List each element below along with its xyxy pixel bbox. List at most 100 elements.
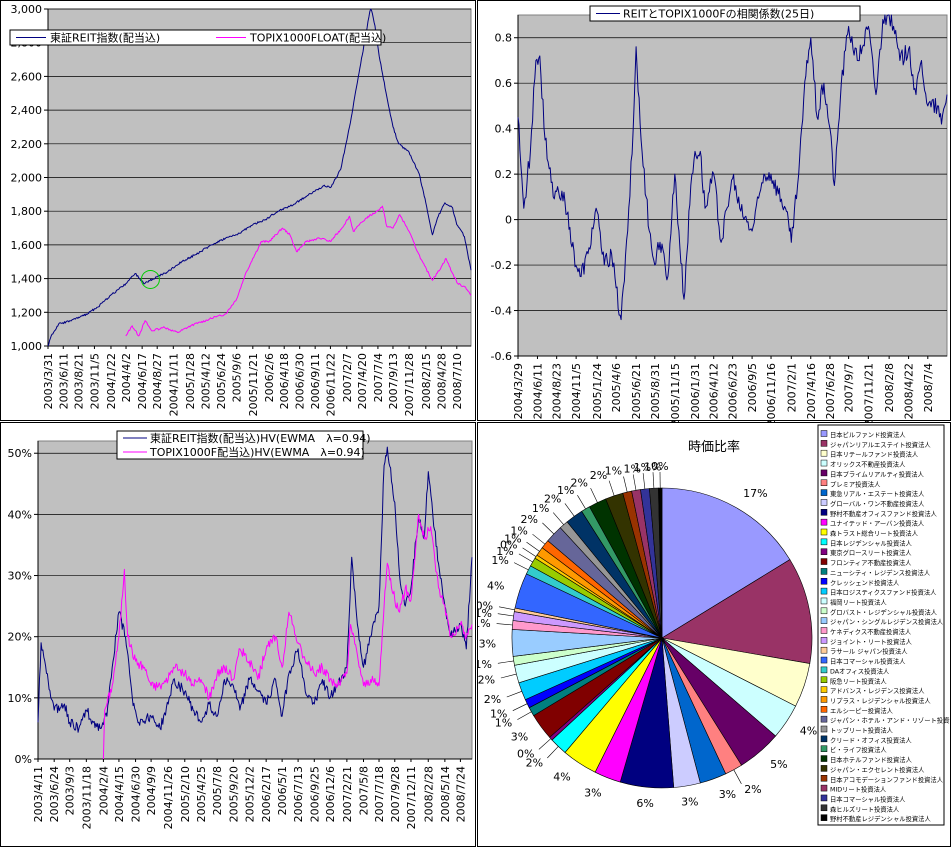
pie-legend-label: リプラス・レジデンシャル投資法人 bbox=[830, 696, 931, 705]
x-tick-label: 2006/12/6 bbox=[324, 766, 337, 822]
x-tick-label: 2004/9/9 bbox=[145, 766, 158, 815]
x-tick-label: 2003/8/21 bbox=[72, 353, 85, 409]
x-tick-label: 2007/9/13 bbox=[387, 353, 400, 409]
y-axis-ticks: -0.6-0.4-0.200.20.40.60.8 bbox=[491, 32, 518, 363]
pie-slice-label: 2% bbox=[744, 783, 761, 796]
pie-legend-swatch bbox=[821, 578, 827, 584]
x-tick-label: 2005/6/21 bbox=[630, 363, 643, 419]
pie-slice-label: 17% bbox=[743, 487, 767, 500]
pie-slice-label: 1% bbox=[605, 465, 622, 478]
pie-legend-swatch bbox=[821, 765, 827, 771]
x-tick-label: 2004/6/30 bbox=[130, 766, 143, 822]
pie-legend-label: クリード・オフィス投資法人 bbox=[830, 735, 912, 744]
x-tick-label: 2005/4/12 bbox=[200, 353, 213, 409]
x-tick-label: 2004/6/11 bbox=[531, 363, 544, 419]
x-tick-label: 2005/2/10 bbox=[179, 766, 192, 822]
x-tick-label: 2006/6/30 bbox=[294, 353, 307, 409]
y-tick-label: 50% bbox=[8, 447, 32, 460]
legend-label: 東証REIT指数(配当込)HV(EWMA λ=0.94) bbox=[150, 431, 371, 445]
pie-legend-label: ジャパン・シングルレジデンス投資法人 bbox=[830, 617, 944, 626]
x-tick-label: 2006/9/5 bbox=[746, 363, 759, 412]
pie-leader-line bbox=[519, 554, 533, 562]
pie-leader-line bbox=[624, 477, 628, 493]
x-tick-label: 2005/9/6 bbox=[231, 353, 244, 402]
x-tick-label: 2003/4/11 bbox=[32, 766, 45, 822]
pie-legend-label: ジャパンリアルエステイト投資法人 bbox=[830, 440, 931, 449]
pie-legend-swatch bbox=[821, 667, 827, 673]
pie-slice-label: 3% bbox=[681, 796, 698, 809]
pie-legend-label: フロンティア不動産投資法人 bbox=[830, 558, 912, 567]
pie-legend-swatch bbox=[821, 647, 827, 653]
pie-legend-swatch bbox=[821, 805, 827, 811]
pie-slice-label: 2% bbox=[478, 673, 495, 686]
pie-leader-line bbox=[591, 488, 598, 503]
x-tick-label: 2006/2/17 bbox=[260, 766, 273, 822]
pie-slice-label: 4% bbox=[487, 580, 504, 593]
legend-label: TOPIX1000FLOAT(配当込) bbox=[249, 31, 386, 45]
market-cap-pie-chart: 時価比率17%12%5%4%5%2%3%3%6%3%4%2%0%3%1%1%2%… bbox=[478, 423, 951, 848]
pie-leader-line bbox=[523, 548, 536, 557]
x-tick-label: 2004/6/17 bbox=[136, 353, 149, 409]
pie-legend-label: ジョイント・リート投資法人 bbox=[830, 637, 913, 646]
plot-area bbox=[38, 441, 472, 759]
x-tick-label: 2007/11/28 bbox=[403, 353, 416, 416]
pie-legend-swatch bbox=[821, 687, 827, 693]
x-tick-label: 2006/4/18 bbox=[278, 353, 291, 409]
x-tick-label: 2008/2/28 bbox=[422, 766, 435, 822]
pie-leader-line bbox=[734, 770, 742, 784]
pie-slice-label: 3% bbox=[479, 638, 496, 651]
x-tick-label: 2005/7/8 bbox=[211, 766, 224, 815]
x-tick-label: 2008/5/14 bbox=[439, 766, 452, 822]
pie-legend-swatch bbox=[821, 618, 827, 624]
pie-legend-label: 野村不動産オフィスファンド投資法人 bbox=[830, 509, 938, 518]
pie-legend-swatch bbox=[821, 795, 827, 801]
x-tick-label: 2003/11/5 bbox=[88, 353, 101, 409]
pie-leader-line bbox=[643, 473, 645, 489]
x-tick-label: 2004/3/29 bbox=[512, 363, 525, 419]
pie-legend-label: 日本アコモデーションファンド投資法人 bbox=[830, 775, 944, 784]
pie-legend-label: ジャパン・ホテル・アンド・リゾート投資法人 bbox=[830, 716, 951, 725]
y-tick-label: 1,600 bbox=[11, 239, 43, 252]
pie-legend-label: DAオフィス投資法人 bbox=[830, 666, 890, 675]
x-tick-label: 2004/4/15 bbox=[113, 766, 126, 822]
pie-legend-label: 森ヒルズリート投資法人 bbox=[830, 804, 900, 813]
x-tick-label: 2006/6/23 bbox=[727, 363, 740, 419]
y-tick-label: 3,000 bbox=[11, 3, 43, 16]
x-tick-label: 2005/4/6 bbox=[610, 363, 623, 412]
pie-slice-label: 3% bbox=[511, 730, 528, 743]
x-tick-label: 2007/12/11 bbox=[405, 766, 418, 829]
pie-legend-label: 日本コマーシャル投資法人 bbox=[830, 657, 906, 666]
pie-slice-label: 4% bbox=[800, 725, 817, 738]
x-tick-label: 2007/5/8 bbox=[358, 766, 371, 815]
y-tick-label: 0 bbox=[505, 214, 512, 227]
pie-legend-swatch bbox=[821, 736, 827, 742]
pie-legend-label: グロバスト・レジデンシャル投資法人 bbox=[830, 607, 938, 616]
pie-leader-line bbox=[609, 481, 614, 496]
x-tick-label: 2007/6/28 bbox=[824, 363, 837, 419]
legend: 東証REIT指数(配当込)HV(EWMA λ=0.94)TOPIX1000F配当… bbox=[117, 431, 371, 459]
x-tick-label: 2008/2/15 bbox=[420, 353, 433, 409]
pie-leader-line bbox=[553, 513, 564, 525]
pie-legend-swatch bbox=[821, 628, 827, 634]
pie-legend-swatch bbox=[821, 480, 827, 486]
x-tick-label: 2005/6/24 bbox=[215, 353, 228, 409]
pie-leader-line bbox=[565, 503, 574, 516]
x-tick-label: 2006/5/1 bbox=[276, 766, 289, 815]
y-axis-ticks: 1,0001,2001,4001,6001,8002,0002,2002,400… bbox=[11, 3, 49, 353]
pie-leader-line bbox=[633, 475, 636, 491]
pie-leader-line bbox=[517, 712, 531, 720]
pie-leader-line bbox=[577, 495, 585, 509]
x-tick-label: 2008/7/24 bbox=[454, 766, 467, 822]
pie-slice-label: 1% bbox=[510, 524, 527, 537]
pie-legend-label: 阪急リート投資法人 bbox=[830, 676, 887, 685]
pie-legend-label: 日本ホテルファンド投資法人 bbox=[830, 755, 913, 764]
x-tick-label: 2005/12/2 bbox=[243, 766, 256, 822]
pie-legend-swatch bbox=[821, 746, 827, 752]
y-tick-label: -0.6 bbox=[491, 350, 512, 363]
x-tick-label: 2007/9/7 bbox=[843, 363, 856, 412]
pie-legend-label: 東京グロースリート投資法人 bbox=[830, 548, 912, 557]
